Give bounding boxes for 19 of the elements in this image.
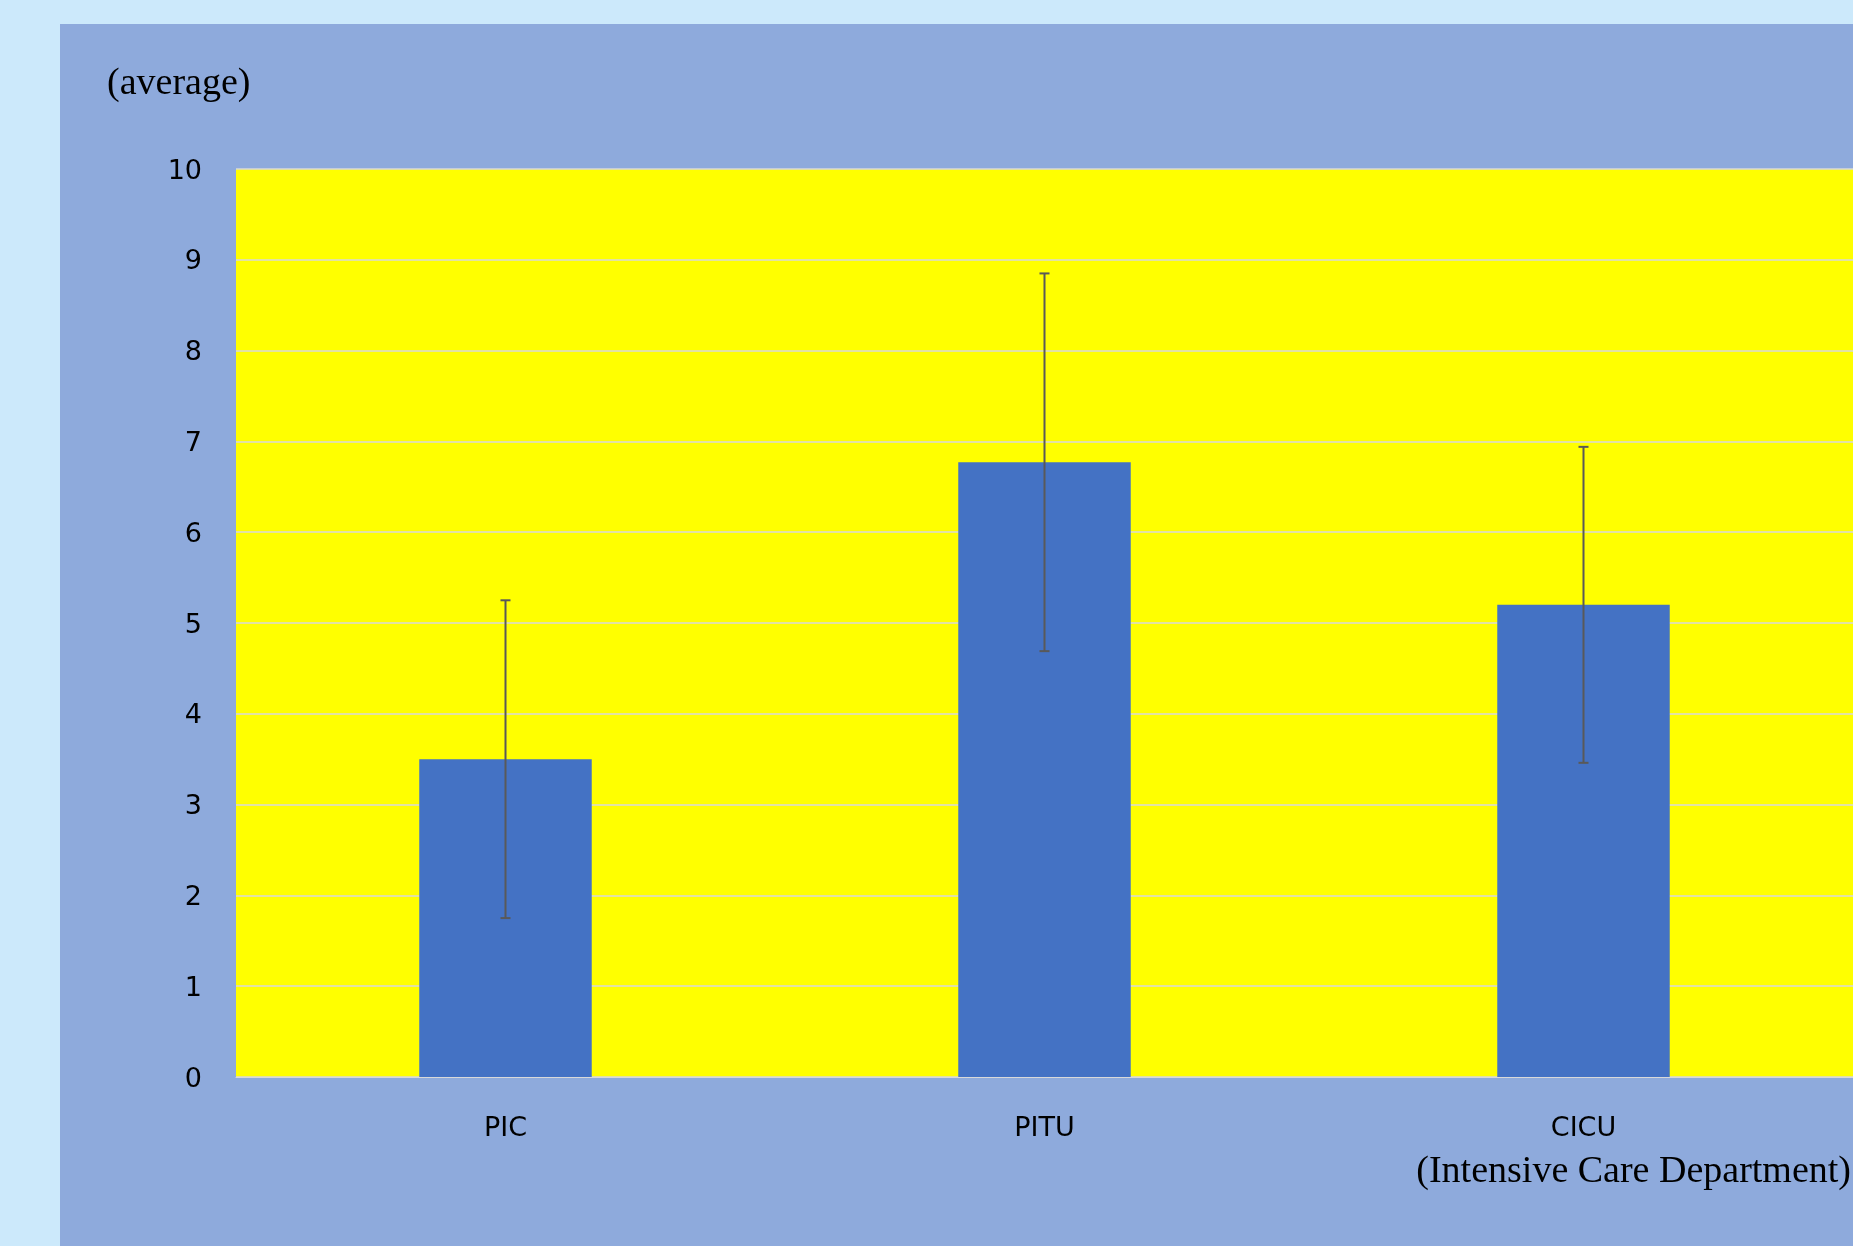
y-tick-label: 9: [184, 244, 202, 276]
y-tick-label: 7: [184, 425, 202, 457]
y-tick-label: 6: [184, 516, 202, 548]
y-tick-label: 8: [184, 335, 202, 367]
y-tick-label: 5: [184, 607, 202, 639]
y-tick-label: 4: [184, 698, 202, 730]
x-axis-title: (Intensive Care Department): [1416, 1148, 1851, 1191]
x-tick-label: PITU: [1014, 1111, 1075, 1142]
y-tick-label: 3: [184, 789, 202, 821]
y-axis-title: (average): [107, 60, 251, 103]
x-tick-label: PIC: [483, 1111, 528, 1142]
bar: [1497, 604, 1670, 1077]
y-tick-label: 0: [184, 1061, 202, 1093]
bar: [419, 759, 592, 1077]
y-tick-label: 1: [184, 970, 202, 1002]
x-tick-label: CICU: [1550, 1111, 1617, 1142]
y-tick-label: 2: [184, 879, 202, 911]
bar: [958, 462, 1131, 1077]
y-tick-label: 10: [167, 153, 202, 185]
